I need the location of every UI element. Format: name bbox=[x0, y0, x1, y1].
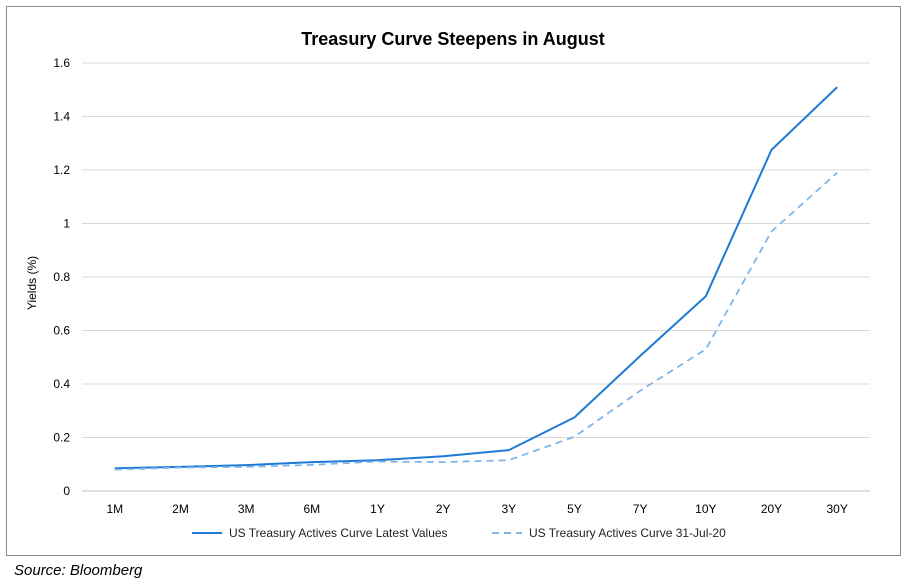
x-tick-label: 2Y bbox=[436, 502, 451, 516]
legend: US Treasury Actives Curve Latest Values U… bbox=[192, 526, 726, 540]
y-tick-label: 1.4 bbox=[53, 110, 70, 124]
y-tick-label: 0.8 bbox=[53, 270, 70, 284]
series-line-jul-31 bbox=[114, 172, 838, 471]
gridlines bbox=[82, 62, 870, 492]
legend-label: US Treasury Actives Curve Latest Values bbox=[229, 526, 448, 540]
series-lines bbox=[114, 86, 838, 471]
x-tick-label: 6M bbox=[303, 502, 320, 516]
y-axis-label: Yields (%) bbox=[25, 256, 39, 310]
y-tick-label: 1 bbox=[63, 217, 70, 231]
x-tick-label: 1Y bbox=[370, 502, 385, 516]
x-tick-label: 1M bbox=[106, 502, 123, 516]
series-line-latest bbox=[114, 86, 838, 470]
y-tick-label: 0.2 bbox=[53, 431, 70, 445]
yield-curve-chart: Treasury Curve Steepens in August 0 0.2 0.… bbox=[25, 29, 870, 540]
x-tick-label: 20Y bbox=[761, 502, 782, 516]
y-axis-ticks: 0 0.2 0.4 0.6 0.8 1 1.2 1.4 1.6 bbox=[53, 56, 70, 498]
x-tick-label: 30Y bbox=[826, 502, 847, 516]
legend-label: US Treasury Actives Curve 31-Jul-20 bbox=[529, 526, 726, 540]
x-tick-label: 3M bbox=[238, 502, 255, 516]
y-tick-label: 1.2 bbox=[53, 163, 70, 177]
chart-title: Treasury Curve Steepens in August bbox=[301, 29, 604, 49]
y-tick-label: 0.4 bbox=[53, 377, 70, 391]
x-tick-label: 7Y bbox=[633, 502, 648, 516]
y-tick-label: 0.6 bbox=[53, 324, 70, 338]
y-tick-label: 1.6 bbox=[53, 56, 70, 70]
chart-frame: Treasury Curve Steepens in August 0 0.2 0.… bbox=[6, 6, 901, 556]
x-tick-label: 2M bbox=[172, 502, 189, 516]
x-tick-label: 10Y bbox=[695, 502, 716, 516]
y-tick-label: 0 bbox=[63, 484, 70, 498]
x-tick-label: 5Y bbox=[567, 502, 582, 516]
x-tick-label: 3Y bbox=[501, 502, 516, 516]
source-note: Source: Bloomberg bbox=[14, 562, 143, 579]
x-axis-ticks: 1M 2M 3M 6M 1Y 2Y 3Y 5Y 7Y 10Y 20Y 30Y bbox=[106, 502, 847, 516]
